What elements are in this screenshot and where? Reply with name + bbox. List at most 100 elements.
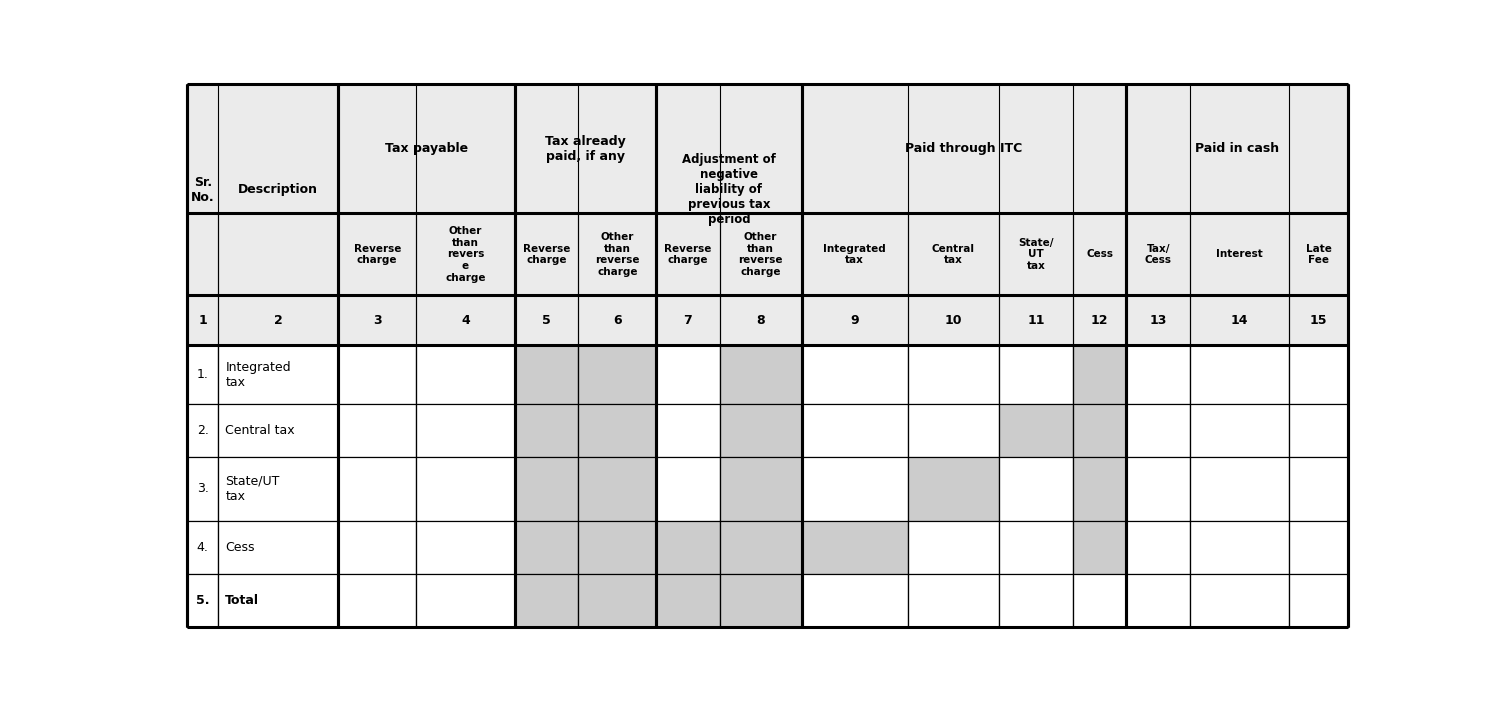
Bar bbox=[801, 345, 908, 404]
Text: Reverse
charge: Reverse charge bbox=[523, 244, 571, 265]
Bar bbox=[339, 521, 416, 574]
Text: Tax already
paid, if any: Tax already paid, if any bbox=[545, 135, 626, 163]
Bar bbox=[1189, 574, 1288, 627]
Text: 6: 6 bbox=[613, 314, 622, 327]
Text: Late
Fee: Late Fee bbox=[1306, 244, 1332, 265]
Bar bbox=[219, 345, 339, 404]
Bar bbox=[578, 457, 656, 521]
Bar bbox=[1126, 345, 1189, 404]
Bar bbox=[515, 345, 578, 404]
Bar bbox=[1288, 404, 1348, 457]
Bar bbox=[1126, 574, 1189, 627]
Bar bbox=[219, 521, 339, 574]
Bar bbox=[515, 457, 578, 521]
Bar bbox=[1288, 574, 1348, 627]
Text: Tax/
Cess: Tax/ Cess bbox=[1144, 244, 1171, 265]
Bar bbox=[416, 521, 515, 574]
Text: Cess: Cess bbox=[225, 541, 255, 554]
Bar bbox=[908, 574, 999, 627]
Text: 3: 3 bbox=[373, 314, 382, 327]
Bar bbox=[339, 457, 416, 521]
Bar bbox=[801, 457, 908, 521]
Text: 9: 9 bbox=[851, 314, 858, 327]
Text: 7: 7 bbox=[683, 314, 692, 327]
Bar bbox=[1189, 457, 1288, 521]
Text: Paid through ITC: Paid through ITC bbox=[905, 142, 1023, 156]
Bar bbox=[339, 345, 416, 404]
Bar bbox=[999, 457, 1073, 521]
Bar bbox=[1189, 345, 1288, 404]
Bar bbox=[656, 574, 719, 627]
Text: Cess: Cess bbox=[1086, 249, 1113, 260]
Bar bbox=[187, 457, 219, 521]
Text: Description: Description bbox=[238, 184, 319, 196]
Bar bbox=[719, 345, 801, 404]
Text: Other
than
revers
e
charge: Other than revers e charge bbox=[445, 226, 485, 282]
Bar bbox=[656, 521, 719, 574]
Bar bbox=[1073, 574, 1126, 627]
Bar bbox=[1189, 521, 1288, 574]
Bar bbox=[187, 404, 219, 457]
Text: Other
than
reverse
charge: Other than reverse charge bbox=[739, 232, 783, 277]
Bar bbox=[656, 404, 719, 457]
Text: 4: 4 bbox=[461, 314, 470, 327]
Bar bbox=[1189, 404, 1288, 457]
Text: 2.: 2. bbox=[196, 424, 208, 436]
Bar bbox=[801, 521, 908, 574]
Bar bbox=[1073, 521, 1126, 574]
Bar bbox=[908, 521, 999, 574]
Text: 5: 5 bbox=[542, 314, 551, 327]
Bar bbox=[999, 574, 1073, 627]
Bar bbox=[515, 574, 578, 627]
Bar bbox=[1126, 404, 1189, 457]
Text: 14: 14 bbox=[1231, 314, 1248, 327]
Bar bbox=[999, 345, 1073, 404]
Bar bbox=[1126, 521, 1189, 574]
Bar bbox=[801, 404, 908, 457]
Bar bbox=[1288, 457, 1348, 521]
Text: 13: 13 bbox=[1149, 314, 1167, 327]
Text: 5.: 5. bbox=[196, 593, 210, 607]
Text: Adjustment of
negative
liability of
previous tax
period: Adjustment of negative liability of prev… bbox=[682, 153, 776, 227]
Text: Interest: Interest bbox=[1216, 249, 1263, 260]
Text: 1: 1 bbox=[198, 314, 207, 327]
Bar bbox=[416, 345, 515, 404]
Bar bbox=[908, 457, 999, 521]
Bar bbox=[187, 521, 219, 574]
Bar bbox=[219, 457, 339, 521]
Bar bbox=[1288, 521, 1348, 574]
Bar bbox=[219, 404, 339, 457]
Bar bbox=[515, 521, 578, 574]
Text: 12: 12 bbox=[1091, 314, 1109, 327]
Text: State/UT
tax: State/UT tax bbox=[225, 474, 280, 503]
Bar bbox=[515, 404, 578, 457]
Text: Reverse
charge: Reverse charge bbox=[664, 244, 712, 265]
Bar bbox=[656, 345, 719, 404]
Bar bbox=[416, 574, 515, 627]
Bar bbox=[339, 574, 416, 627]
Bar bbox=[578, 404, 656, 457]
Bar bbox=[578, 521, 656, 574]
Text: Central
tax: Central tax bbox=[932, 244, 975, 265]
Text: 8: 8 bbox=[756, 314, 765, 327]
Bar bbox=[801, 574, 908, 627]
Bar bbox=[908, 404, 999, 457]
Bar bbox=[719, 457, 801, 521]
Bar bbox=[719, 404, 801, 457]
Bar bbox=[1126, 457, 1189, 521]
Bar bbox=[187, 574, 219, 627]
Bar bbox=[578, 345, 656, 404]
Text: Other
than
reverse
charge: Other than reverse charge bbox=[595, 232, 640, 277]
Bar bbox=[656, 457, 719, 521]
Bar bbox=[908, 345, 999, 404]
Bar bbox=[416, 457, 515, 521]
Text: 3.: 3. bbox=[196, 482, 208, 496]
Bar bbox=[999, 521, 1073, 574]
Bar bbox=[339, 404, 416, 457]
Bar bbox=[219, 574, 339, 627]
Bar bbox=[719, 574, 801, 627]
Bar bbox=[719, 521, 801, 574]
Bar bbox=[1073, 345, 1126, 404]
Text: 15: 15 bbox=[1309, 314, 1327, 327]
Text: State/
UT
tax: State/ UT tax bbox=[1019, 238, 1053, 271]
